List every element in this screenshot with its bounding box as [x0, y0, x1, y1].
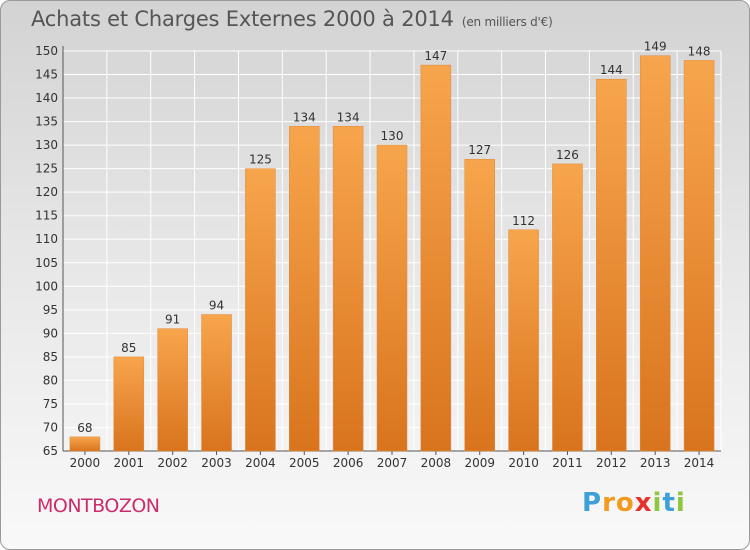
data-label: 94: [209, 299, 224, 313]
data-label: 126: [556, 148, 579, 162]
proxiti-logo: Proxiti: [582, 488, 686, 518]
x-tick-label: 2003: [201, 456, 232, 470]
x-tick-label: 2011: [552, 456, 583, 470]
x-tick-label: 2008: [421, 456, 452, 470]
bar-2003: [201, 314, 232, 452]
chart-title-text: Achats et Charges Externes 2000 à 2014: [31, 7, 454, 31]
data-label: 112: [512, 214, 535, 228]
x-tick-label: 2005: [289, 456, 320, 470]
y-tick-label: 65: [43, 444, 58, 458]
bars: [69, 55, 715, 452]
y-tick-label: 105: [35, 256, 58, 270]
data-label: 134: [293, 110, 316, 124]
data-label: 149: [644, 40, 667, 54]
bar-2004: [245, 168, 276, 452]
bar-2001: [113, 356, 145, 452]
data-label: 125: [249, 153, 272, 167]
data-label: 68: [77, 421, 92, 435]
y-tick-label: 140: [35, 91, 58, 105]
y-tick-label: 80: [43, 373, 58, 387]
y-tick-label: 100: [35, 279, 58, 293]
y-tick-label: 150: [35, 44, 58, 58]
bar-2011: [552, 163, 583, 452]
y-tick-label: 135: [35, 115, 58, 129]
logo-letter: P: [582, 488, 603, 518]
bar-2013: [639, 55, 671, 452]
data-labels: 68 85 91 94 125 134 134 130 147 127 112 126 144 149 14…: [77, 40, 710, 435]
bar-2007: [376, 144, 408, 452]
x-tick-label: 2007: [377, 456, 408, 470]
data-label: 91: [165, 313, 180, 327]
x-tick-label: 2012: [596, 456, 627, 470]
bar-2009: [464, 158, 495, 452]
y-tick-label: 90: [43, 326, 58, 340]
chart-subtitle: (en milliers d'€): [461, 15, 553, 29]
x-tick-label: 2014: [684, 456, 715, 470]
logo-letter: t: [662, 488, 676, 518]
y-tick-label: 75: [43, 397, 58, 411]
x-tick-label: 2010: [508, 456, 539, 470]
data-label: 130: [381, 129, 404, 143]
bar-2006: [332, 126, 364, 452]
bar-2002: [157, 328, 188, 452]
bar-2012: [596, 78, 627, 452]
logo-letter: r: [602, 488, 616, 518]
x-tick-label: 2013: [640, 456, 671, 470]
x-tick-label: 2009: [464, 456, 495, 470]
bar-2005: [289, 126, 320, 452]
logo-letter: x: [634, 488, 653, 518]
bar-2014: [683, 60, 715, 452]
bar-2000: [69, 436, 101, 452]
y-tick-label: 130: [35, 138, 58, 152]
x-tick-label: 2001: [114, 456, 145, 470]
x-tick-label: 2006: [333, 456, 364, 470]
y-tick-label: 120: [35, 185, 58, 199]
commune-name: MONTBOZON: [37, 495, 160, 517]
logo-letter: i: [652, 488, 663, 518]
logo-letter: i: [675, 488, 686, 518]
y-tick-label: 110: [35, 232, 58, 246]
data-label: 134: [337, 110, 360, 124]
y-tick-label: 95: [43, 303, 58, 317]
y-tick-label: 125: [35, 162, 58, 176]
bar-2008: [420, 64, 452, 452]
data-label: 148: [688, 44, 711, 58]
data-label: 127: [468, 143, 491, 157]
y-tick-label: 85: [43, 350, 58, 364]
x-tick-label: 2004: [245, 456, 276, 470]
data-label: 144: [600, 63, 623, 77]
y-tick-label: 115: [35, 209, 58, 223]
data-label: 85: [121, 341, 136, 355]
chart-title: Achats et Charges Externes 2000 à 2014 (e…: [31, 7, 553, 31]
x-tick-label: 2000: [70, 456, 101, 470]
y-tick-label: 70: [43, 420, 58, 434]
logo-letter: o: [615, 488, 635, 518]
x-tick-label: 2002: [157, 456, 188, 470]
data-label: 147: [424, 49, 447, 63]
bar-2010: [508, 229, 539, 452]
y-tick-label: 145: [35, 68, 58, 82]
